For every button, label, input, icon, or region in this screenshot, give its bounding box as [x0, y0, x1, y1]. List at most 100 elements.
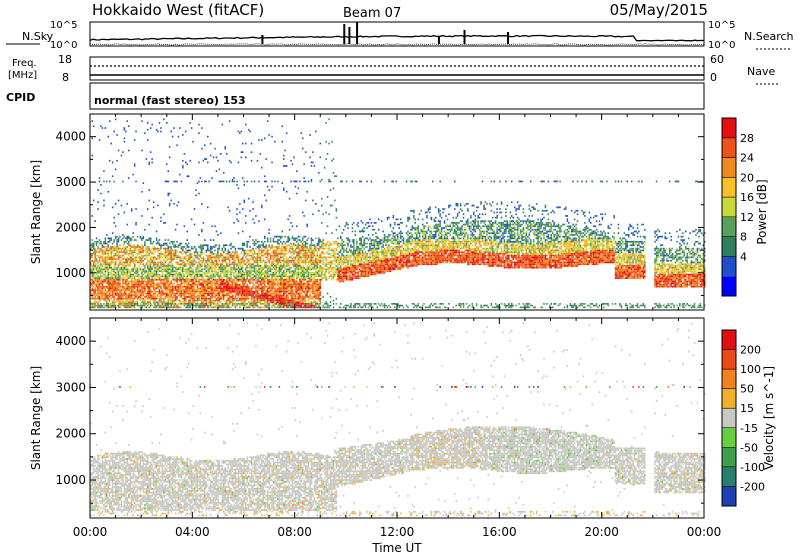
- heatmap-cell: [155, 247, 158, 250]
- heatmap-cell: [258, 254, 260, 257]
- heatmap-cell: [149, 285, 152, 288]
- heatmap-cell: [201, 292, 203, 295]
- heatmap-cell: [240, 130, 243, 133]
- heatmap-cell: [268, 285, 270, 288]
- heatmap-cell: [291, 244, 294, 247]
- heatmap-cell: [187, 306, 190, 309]
- heatmap-cell: [214, 268, 216, 271]
- heatmap-cell: [177, 303, 180, 305]
- heatmap-cell: [205, 297, 207, 300]
- heatmap-cell: [151, 158, 153, 160]
- heatmap-cell: [141, 247, 143, 250]
- heatmap-cell: [258, 306, 260, 309]
- heatmap-cell: [198, 296, 200, 298]
- heatmap-cell: [196, 289, 199, 291]
- heatmap-cell: [116, 268, 118, 271]
- heatmap-cell: [161, 304, 164, 307]
- heatmap-cell: [264, 299, 266, 302]
- heatmap-cell: [239, 287, 241, 290]
- heatmap-cell: [271, 272, 273, 274]
- heatmap-cell: [217, 253, 219, 255]
- heatmap-cell: [217, 256, 219, 259]
- heatmap-cell: [179, 303, 181, 305]
- heatmap-cell: [302, 296, 304, 298]
- heatmap-cell: [284, 266, 286, 269]
- heatmap-cell: [259, 306, 262, 309]
- heatmap-cell: [261, 299, 263, 302]
- heatmap-cell: [92, 280, 95, 283]
- heatmap-cell: [107, 244, 109, 247]
- heatmap-cell: [103, 292, 105, 295]
- heatmap-cell: [97, 301, 99, 303]
- heatmap-cell: [207, 299, 209, 302]
- heatmap-cell: [117, 296, 120, 298]
- heatmap-cell: [152, 261, 155, 264]
- heatmap-cell: [176, 270, 178, 272]
- heatmap-cell: [100, 256, 102, 259]
- heatmap-cell: [212, 303, 215, 305]
- heatmap-cell: [246, 270, 248, 272]
- heatmap-cell: [309, 277, 311, 279]
- heatmap-cell: [261, 275, 263, 278]
- heatmap-cell: [92, 277, 95, 279]
- heatmap-cell: [141, 306, 143, 309]
- heatmap-cell: [217, 261, 219, 264]
- heatmap-cell: [152, 240, 155, 243]
- heatmap-cell: [209, 254, 212, 257]
- heatmap-cell: [113, 301, 115, 303]
- heatmap-cell: [297, 268, 300, 271]
- heatmap-cell: [161, 282, 164, 284]
- heatmap-cell: [193, 254, 196, 257]
- heatmap-cell: [138, 244, 140, 247]
- heatmap-cell: [243, 284, 245, 286]
- heatmap-cell: [242, 285, 244, 288]
- heatmap-cell: [201, 285, 203, 288]
- heatmap-cell: [110, 256, 112, 259]
- heatmap-cell: [253, 266, 256, 269]
- heatmap-cell: [160, 220, 162, 222]
- heatmap-cell: [247, 304, 250, 307]
- heatmap-cell: [173, 304, 175, 307]
- heatmap-cell: [230, 282, 232, 284]
- heatmap-cell: [135, 289, 137, 291]
- heatmap-cell: [304, 247, 307, 250]
- heatmap-cell: [269, 299, 272, 302]
- heatmap-cell: [167, 297, 169, 300]
- heatmap-cell: [243, 280, 245, 283]
- heatmap-cell: [114, 168, 117, 171]
- heatmap-cell: [189, 159, 191, 162]
- heatmap-cell: [215, 292, 218, 295]
- heatmap-cell: [94, 256, 96, 259]
- heatmap-cell: [268, 266, 270, 269]
- heatmap-cell: [142, 285, 145, 288]
- heatmap-cell: [179, 275, 181, 278]
- heatmap-cell: [135, 259, 137, 262]
- heatmap-cell: [275, 268, 278, 271]
- heatmap-cell: [274, 263, 276, 266]
- heatmap-cell: [114, 265, 117, 267]
- heatmap-cell: [209, 303, 212, 305]
- heatmap-cell: [114, 268, 117, 271]
- heatmap-cell: [122, 261, 124, 264]
- heatmap-cell: [209, 290, 212, 293]
- heatmap-cell: [264, 275, 266, 278]
- heatmap-cell: [252, 292, 254, 295]
- heatmap-cell: [299, 259, 301, 262]
- heatmap-cell: [281, 125, 283, 128]
- heatmap-cell: [149, 272, 152, 274]
- heatmap-cell: [136, 282, 139, 284]
- heatmap-cell: [253, 261, 256, 264]
- heatmap-cell: [171, 273, 174, 276]
- heatmap-cell: [168, 242, 171, 245]
- heatmap-cell: [179, 284, 181, 286]
- heatmap-cell: [136, 253, 139, 255]
- heatmap-cell: [299, 303, 301, 305]
- heatmap-cell: [268, 258, 270, 260]
- heatmap-cell: [176, 304, 178, 307]
- heatmap-cell: [237, 277, 240, 279]
- heatmap-cell: [306, 239, 308, 241]
- heatmap-cell: [211, 306, 213, 309]
- heatmap-cell: [290, 259, 292, 262]
- heatmap-cell: [148, 306, 150, 309]
- heatmap-cell: [114, 247, 117, 250]
